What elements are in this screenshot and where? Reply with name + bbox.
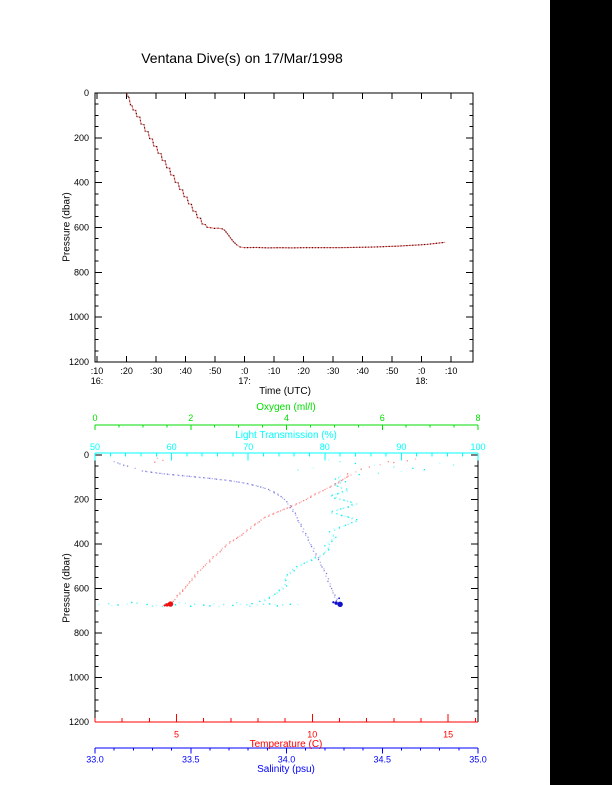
svg-text:1000: 1000: [69, 312, 89, 322]
svg-text::10: :10: [445, 366, 458, 376]
svg-text:2: 2: [188, 413, 193, 423]
svg-text::40: :40: [179, 366, 192, 376]
svg-text:80: 80: [320, 442, 330, 452]
svg-text:18:: 18:: [415, 376, 428, 386]
svg-text:8: 8: [475, 413, 480, 423]
time-axis-title: Time (UTC): [259, 386, 311, 397]
svg-text:6: 6: [380, 413, 385, 423]
svg-text:34.0: 34.0: [278, 755, 296, 765]
svg-text:100: 100: [470, 442, 485, 452]
svg-text::10: :10: [268, 366, 281, 376]
svg-text::10: :10: [91, 366, 104, 376]
svg-text:800: 800: [74, 628, 89, 638]
pressure-axis-title-bottom: Pressure (dbar): [61, 553, 73, 623]
svg-text:0: 0: [84, 450, 89, 460]
oxygen-axis-title: Oxygen (ml/l): [256, 402, 316, 413]
svg-text:60: 60: [167, 442, 177, 452]
svg-text::50: :50: [209, 366, 222, 376]
svg-text:33.0: 33.0: [86, 755, 104, 765]
svg-text::20: :20: [297, 366, 310, 376]
svg-text:34.5: 34.5: [373, 755, 391, 765]
svg-text::20: :20: [120, 366, 133, 376]
pressure-axis-title-top: Pressure (dbar): [61, 192, 73, 262]
svg-text:70: 70: [243, 442, 253, 452]
light-transmission-axis-title: Light Transmission (%): [235, 430, 337, 441]
svg-text:10: 10: [307, 730, 317, 740]
svg-text:90: 90: [396, 442, 406, 452]
svg-text::50: :50: [386, 366, 399, 376]
letterbox-right: [550, 0, 612, 785]
svg-text:200: 200: [74, 133, 89, 143]
svg-text:400: 400: [74, 178, 89, 188]
svg-text:17:: 17:: [238, 376, 251, 386]
svg-text::0: :0: [418, 366, 426, 376]
svg-text:1200: 1200: [69, 357, 89, 367]
svg-text:15: 15: [443, 730, 453, 740]
svg-text:0: 0: [92, 413, 97, 423]
svg-text:600: 600: [74, 223, 89, 233]
svg-text:16:: 16:: [91, 376, 104, 386]
salinity-axis-title: Salinity (psu): [257, 764, 315, 775]
svg-text:35.0: 35.0: [469, 755, 487, 765]
svg-text:600: 600: [74, 584, 89, 594]
svg-text:800: 800: [74, 267, 89, 277]
svg-text:0: 0: [84, 88, 89, 98]
svg-text:1200: 1200: [69, 717, 89, 727]
svg-text::0: :0: [241, 366, 249, 376]
svg-text::30: :30: [150, 366, 163, 376]
svg-text::30: :30: [327, 366, 340, 376]
figure-title: Ventana Dive(s) on 17/Mar/1998: [141, 50, 343, 66]
svg-text::40: :40: [356, 366, 369, 376]
svg-text:5: 5: [174, 730, 179, 740]
temperature-axis-title: Temperature (C): [249, 739, 323, 750]
svg-text:4: 4: [284, 413, 289, 423]
svg-text:200: 200: [74, 495, 89, 505]
svg-text:1000: 1000: [69, 673, 89, 683]
plots-svg: 020040060080010001200:1016::20:30:40:50:…: [69, 88, 487, 765]
svg-text:400: 400: [74, 539, 89, 549]
svg-text:33.5: 33.5: [182, 755, 200, 765]
svg-text:50: 50: [90, 442, 100, 452]
